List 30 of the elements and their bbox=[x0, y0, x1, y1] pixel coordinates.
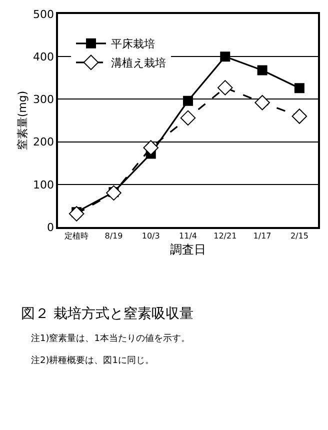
point bbox=[143, 140, 159, 156]
x-tick-label: 定植時 bbox=[64, 231, 89, 240]
point bbox=[257, 65, 268, 76]
x-tick-label: 8/19 bbox=[104, 231, 123, 240]
x-tick-label: 10/3 bbox=[142, 231, 160, 240]
x-tick-label: 11/4 bbox=[179, 231, 197, 240]
point bbox=[294, 83, 304, 94]
text: 注2)耕種概要は、図1に同じ。 bbox=[31, 355, 154, 366]
y-tick-label: 300 bbox=[33, 93, 54, 106]
text: 図２ 栽培方式と窒素吸収量 bbox=[21, 306, 194, 322]
y-tick-label: 0 bbox=[47, 220, 54, 234]
y-tick-label: 200 bbox=[33, 136, 54, 149]
x-tick-label: 1/17 bbox=[253, 231, 272, 240]
point bbox=[220, 52, 230, 62]
point bbox=[183, 96, 193, 106]
y-axis-title: 窒素量(mg) bbox=[16, 90, 30, 150]
point bbox=[68, 206, 84, 222]
y-tick-label: 400 bbox=[33, 50, 54, 64]
y-tick-label: 500 bbox=[33, 8, 54, 21]
text: 注1)窒素量は、1本当たりの値を示す。 bbox=[31, 333, 190, 344]
legend-label: 溝植え栽培 bbox=[111, 56, 166, 70]
point bbox=[292, 108, 308, 124]
x-axis-title: 調査日 bbox=[170, 242, 206, 257]
point bbox=[254, 94, 270, 110]
legend-label: 平床栽培 bbox=[111, 38, 155, 51]
x-tick-label: 2/15 bbox=[290, 231, 308, 240]
point bbox=[180, 110, 196, 126]
point bbox=[217, 80, 233, 96]
y-tick-label: 100 bbox=[33, 178, 54, 192]
x-tick-label: 12/21 bbox=[214, 231, 237, 240]
